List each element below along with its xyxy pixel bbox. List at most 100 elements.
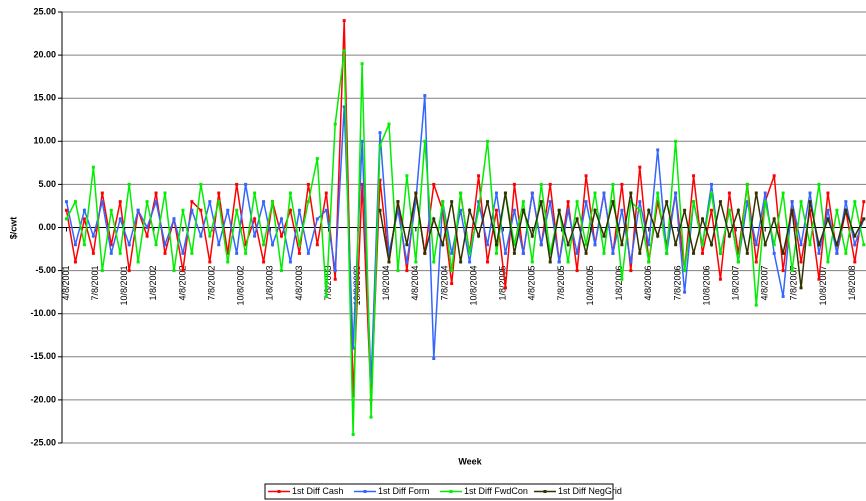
data-point: [459, 191, 463, 195]
data-point: [414, 191, 418, 195]
data-point: [378, 178, 382, 182]
data-point: [342, 105, 346, 109]
data-point: [226, 251, 230, 255]
data-point: [494, 243, 498, 247]
data-point: [441, 200, 445, 204]
data-point: [127, 269, 131, 273]
x-tick-label: 4/8/2005: [527, 266, 537, 301]
x-tick-label: 10/8/2001: [119, 266, 129, 306]
data-point: [279, 234, 283, 238]
data-point: [611, 251, 615, 255]
data-point: [736, 260, 740, 264]
data-point: [459, 260, 463, 264]
data-point: [136, 260, 140, 264]
data-point: [835, 251, 839, 255]
legend-marker: [543, 490, 547, 493]
data-point: [190, 251, 194, 255]
data-point: [136, 208, 140, 212]
data-point: [432, 357, 436, 361]
x-tick-label: 1/8/2004: [381, 266, 391, 301]
data-point: [494, 208, 498, 212]
data-point: [288, 208, 292, 212]
data-point: [405, 269, 409, 273]
data-point: [557, 208, 561, 212]
data-point: [91, 234, 95, 238]
data-point: [477, 174, 481, 178]
data-point: [709, 243, 713, 247]
y-tick-label: 20.00: [33, 49, 56, 59]
x-tick-label: 7/8/2003: [323, 266, 333, 301]
x-tick-label: 4/8/2003: [294, 266, 304, 301]
data-point: [217, 191, 221, 195]
data-point: [844, 208, 848, 212]
data-point: [647, 243, 651, 247]
data-point: [271, 243, 275, 247]
data-point: [566, 260, 570, 264]
data-point: [279, 269, 283, 273]
data-point: [145, 226, 149, 229]
data-point: [745, 251, 749, 255]
y-axis-label: $/cwt: [8, 217, 18, 240]
data-point: [297, 243, 301, 247]
data-point: [763, 200, 767, 204]
data-point: [817, 243, 821, 247]
data-point: [342, 49, 346, 53]
data-point: [109, 243, 113, 247]
data-point: [512, 208, 516, 212]
y-tick-label: 10.00: [33, 136, 56, 146]
data-point: [557, 260, 561, 264]
x-tick-label: 1/8/2008: [847, 266, 857, 301]
x-tick-label: 4/8/2007: [760, 266, 770, 301]
data-point: [226, 208, 230, 212]
data-point: [477, 234, 481, 238]
data-point: [306, 200, 310, 204]
data-point: [611, 200, 615, 204]
data-point: [745, 182, 749, 186]
data-point: [235, 251, 239, 255]
data-point: [297, 251, 301, 255]
data-point: [423, 139, 427, 143]
data-point: [387, 122, 391, 126]
data-point: [369, 415, 373, 419]
data-point: [772, 217, 776, 221]
data-point: [826, 191, 830, 195]
data-point: [727, 191, 731, 195]
data-point: [208, 234, 212, 238]
data-point: [405, 243, 409, 247]
data-point: [109, 208, 113, 212]
data-point: [208, 200, 212, 204]
data-point: [315, 157, 319, 161]
data-point: [692, 251, 696, 255]
x-tick-label: 1/8/2006: [614, 266, 624, 301]
data-point: [584, 251, 588, 255]
data-point: [620, 277, 624, 281]
data-point: [647, 208, 651, 212]
data-point: [118, 251, 122, 255]
data-point: [459, 208, 463, 212]
data-point: [100, 269, 104, 273]
y-tick-label: -25.00: [30, 437, 56, 447]
data-point: [665, 200, 669, 204]
data-point: [91, 165, 95, 169]
legend-label: 1st Diff Form: [378, 486, 429, 496]
x-tick-label: 10/8/2002: [236, 266, 246, 306]
data-point: [781, 191, 785, 195]
data-point: [790, 269, 794, 273]
data-point: [772, 174, 776, 178]
data-point: [208, 260, 212, 264]
data-point: [163, 243, 167, 247]
data-point: [306, 182, 310, 186]
data-point: [127, 243, 131, 247]
data-point: [414, 200, 418, 204]
data-point: [853, 234, 857, 238]
data-point: [718, 277, 722, 281]
data-point: [727, 208, 731, 212]
data-point: [450, 282, 454, 286]
data-point: [378, 144, 382, 148]
data-point: [674, 243, 678, 247]
data-point: [539, 182, 543, 186]
data-point: [190, 208, 194, 212]
x-tick-label: 4/8/2006: [643, 266, 653, 301]
x-tick-label: 1/8/2002: [148, 266, 158, 301]
data-point: [217, 200, 221, 204]
